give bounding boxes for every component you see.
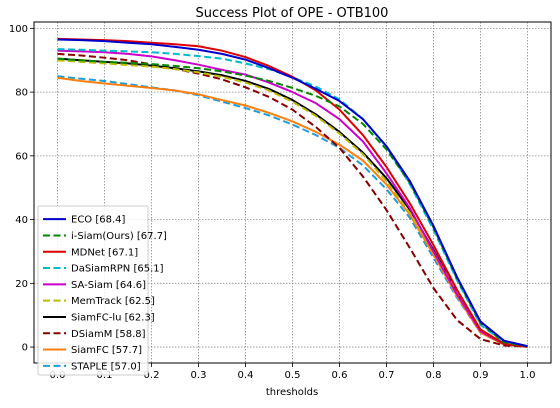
legend-label: DaSiamRPN [65.1] xyxy=(71,264,164,275)
legend-label: DSiamM [58.8] xyxy=(71,329,146,340)
series-line-9 xyxy=(57,76,528,348)
chart-title: Success Plot of OPE - OTB100 xyxy=(196,6,389,21)
series-line-6 xyxy=(57,59,528,348)
x-tick-label: 0.2 xyxy=(144,370,160,381)
legend-label: i-Siam(Ours) [67.7] xyxy=(71,231,167,242)
series-line-2 xyxy=(57,57,528,348)
x-tick-label: 0.9 xyxy=(473,370,489,381)
legend: ECO [68.4] i-Siam(Ours) [67.7] MDNet [67.1… xyxy=(37,205,167,376)
x-tick-label: 0.4 xyxy=(238,370,254,381)
x-tick-label: 0.5 xyxy=(285,370,301,381)
legend-label: ECO [68.4] xyxy=(71,215,126,226)
legend-label: SiamFC-lu [62.3] xyxy=(71,312,155,323)
y-tick-label: 0 xyxy=(22,343,28,354)
y-tick-label: 100 xyxy=(9,24,28,35)
x-tick-label: 1.0 xyxy=(520,370,536,381)
x-tick-label: 0.3 xyxy=(191,370,207,381)
legend-label: STAPLE [57.0] xyxy=(71,361,141,372)
series-line-8 xyxy=(57,52,528,348)
legend-label: MemTrack [62.5] xyxy=(71,296,155,307)
series-line-1 xyxy=(57,38,528,348)
x-tick-label: 0.7 xyxy=(379,370,395,381)
legend-label: SiamFC [57.7] xyxy=(71,345,142,356)
legend-label: SA-Siam [64.6] xyxy=(71,280,146,291)
y-tick-label: 20 xyxy=(15,279,28,290)
y-tick-label: 60 xyxy=(15,151,28,162)
series-line-5 xyxy=(57,49,528,348)
y-tick-label: 80 xyxy=(15,88,28,99)
x-tick-label: 0.6 xyxy=(332,370,348,381)
series-layer xyxy=(57,37,528,348)
legend-label: MDNet [67.1] xyxy=(71,247,138,258)
series-line-10 xyxy=(57,75,528,348)
x-tick-label: 0.8 xyxy=(426,370,442,381)
x-axis-label: thresholds xyxy=(266,387,318,398)
y-tick-label: 40 xyxy=(15,215,28,226)
